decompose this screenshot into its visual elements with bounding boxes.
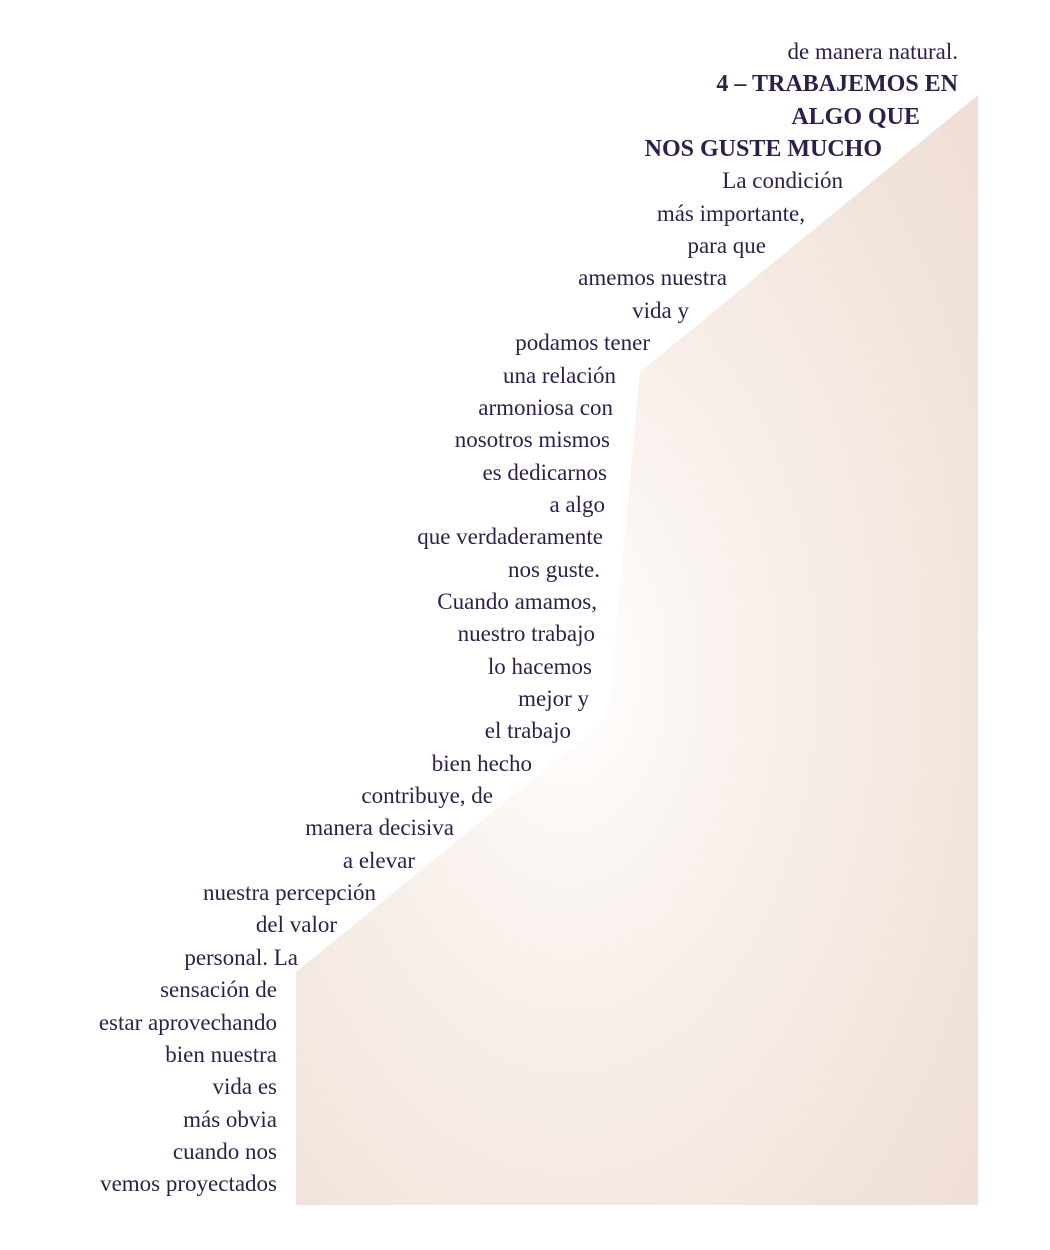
- text-line: para que: [687, 233, 766, 258]
- text-line: es dedicarnos: [482, 460, 607, 485]
- text-line: de manera natural.: [787, 39, 959, 64]
- text-line: contribuye, de: [361, 783, 493, 808]
- text-line: el trabajo: [484, 718, 571, 743]
- text-line: manera decisiva: [305, 815, 454, 840]
- text-line: estar aprovechando: [98, 1010, 277, 1035]
- text-line: lo hacemos: [487, 654, 592, 679]
- text-line: nosotros mismos: [454, 427, 610, 452]
- text-line: más importante,: [656, 201, 805, 226]
- text-line: vida es: [212, 1074, 277, 1099]
- text-line: a elevar: [342, 848, 415, 873]
- section-heading-line: 4 – TRABAJEMOS EN: [716, 71, 958, 97]
- text-line: sensación de: [160, 977, 277, 1002]
- text-line: una relación: [502, 363, 616, 388]
- text-line: podamos tener: [515, 330, 650, 355]
- text-line: La condición: [722, 168, 843, 193]
- text-line: armoniosa con: [478, 395, 613, 420]
- text-line: del valor: [255, 912, 337, 937]
- text-line: nos guste.: [508, 557, 600, 582]
- staircase-polygon: [296, 95, 978, 1205]
- text-line: a algo: [549, 492, 605, 517]
- text-line: vemos proyectados: [100, 1171, 277, 1196]
- text-line: amemos nuestra: [578, 265, 727, 290]
- text-line: bien hecho: [431, 751, 532, 776]
- text-line: cuando nos: [172, 1139, 277, 1164]
- text-line: vida y: [632, 298, 689, 323]
- text-line: Cuando amamos,: [437, 589, 597, 614]
- text-line: nuestra percepción: [202, 880, 376, 905]
- text-line: nuestro trabajo: [457, 621, 595, 646]
- text-line: que verdaderamente: [417, 524, 603, 549]
- text-line: bien nuestra: [165, 1042, 277, 1067]
- text-line: más obvia: [183, 1107, 277, 1132]
- text-line: mejor y: [518, 686, 589, 711]
- section-heading-line: ALGO QUE: [791, 104, 920, 130]
- section-heading-line: NOS GUSTE MUCHO: [644, 136, 882, 162]
- text-line: personal. La: [184, 945, 298, 970]
